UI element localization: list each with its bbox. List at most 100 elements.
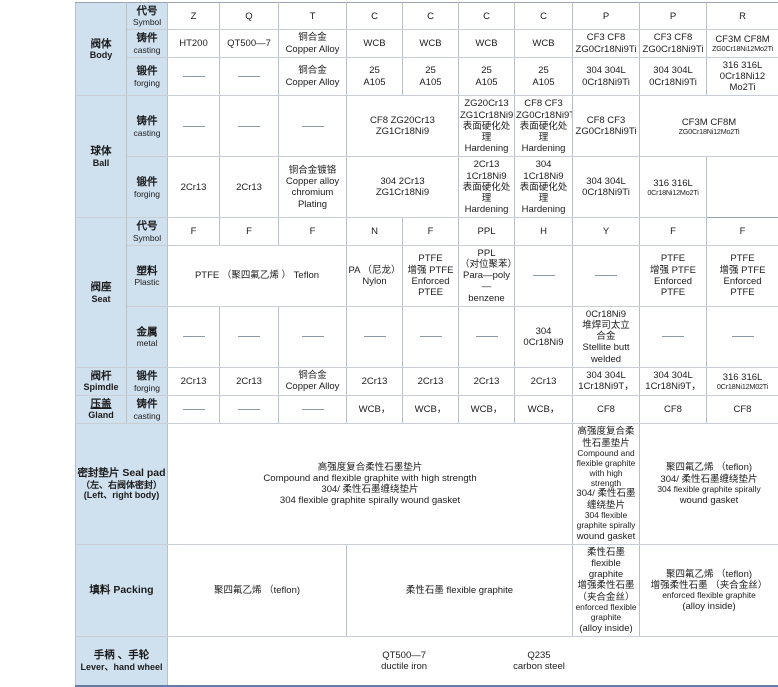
material-cell: WCB，	[347, 395, 403, 424]
cell-line: ZG1Cr18Ni9	[348, 126, 457, 137]
cell-line: 柔性石墨 flexible graphite	[348, 585, 571, 596]
cell-line: PTEE	[404, 287, 457, 298]
cell-line: 304 flexible graphite spirally	[574, 511, 638, 531]
symbol-cell: N	[347, 218, 403, 245]
cell-line: PA （尼龙）	[348, 265, 401, 276]
cell-line: 304	[516, 326, 571, 337]
material-cell: CF8	[707, 395, 778, 424]
cell-line: ZG20Cr13	[460, 98, 513, 109]
material-cell	[515, 245, 573, 306]
row-label-en: casting	[128, 45, 166, 55]
material-cell	[168, 57, 220, 96]
label-cn: 阀体	[77, 38, 125, 50]
symbol-cell: PPL	[459, 218, 515, 245]
cell-line: ZG0Cr18Ni9Ti	[516, 110, 571, 121]
cell-line: WCB，	[460, 404, 513, 415]
empty-dash	[238, 76, 260, 77]
material-cell: WCB	[347, 30, 403, 57]
cell-line: 0Cr18Ni9Ti	[574, 187, 638, 198]
cell-line: 2Cr13	[221, 182, 277, 193]
row-label-en: forging	[128, 189, 166, 199]
empty-dash	[183, 126, 205, 127]
cell-line: PTFE	[708, 253, 777, 264]
empty-dash	[238, 126, 260, 127]
cell-line: 2Cr13	[516, 376, 571, 387]
cell-line: CF8	[641, 404, 705, 415]
symbol-cell: F	[403, 218, 459, 245]
symbol-cell: F	[640, 218, 707, 245]
empty-dash	[662, 336, 684, 337]
material-cell: 2Cr13	[347, 367, 403, 395]
material-cell: 聚四氟乙烯 （teflon)增强柔性石墨 （夹合金丝）enforced flex…	[640, 544, 778, 636]
row-label-cn: 代号	[128, 5, 166, 17]
row-label-cn: 铸件	[128, 398, 166, 410]
cell-line: A105	[348, 77, 401, 88]
material-cell: 2Cr13	[168, 157, 220, 218]
material-cell: PA （尼龙）Nylon	[347, 245, 403, 306]
cell-line: 2Cr13	[221, 376, 277, 387]
cell-line: 增强柔性石墨 （夹合金丝）	[574, 580, 638, 602]
cell-line: Hardening	[460, 143, 513, 154]
empty-dash	[183, 336, 205, 337]
material-cell: 2Cr13	[220, 157, 279, 218]
cell-line: WCB，	[516, 404, 571, 415]
cell-line: 304 2Cr13	[348, 176, 457, 187]
label-cn: 压盖	[91, 398, 112, 410]
row-label-en: Symbol	[128, 17, 166, 27]
row-label-en: forging	[128, 78, 166, 88]
symbol-cell: P	[640, 3, 707, 30]
cell-line: 合金	[574, 331, 638, 342]
cell-line: A105	[516, 77, 571, 88]
cell-line: carbon steel	[513, 661, 565, 672]
cell-line: Copper Alloy	[280, 44, 345, 55]
material-cell: WCB，	[403, 395, 459, 424]
empty-dash	[533, 275, 555, 276]
symbol-cell: F	[279, 218, 347, 245]
cell-line: 铜合金	[280, 65, 345, 76]
symbol-cell: C	[515, 3, 573, 30]
material-cell	[403, 306, 459, 367]
material-cell	[640, 306, 707, 367]
row-label-en: Plastic	[128, 277, 166, 287]
cell-line: Nylon	[348, 276, 401, 287]
material-cell: CF8	[573, 395, 640, 424]
empty-dash	[302, 336, 324, 337]
cell-line: ZG0Cr18Ni9Ti	[574, 126, 638, 137]
cell-line: Copper Alloy	[280, 77, 345, 88]
cell-line: 304 304L	[641, 370, 705, 381]
cell-line: 25	[348, 65, 401, 76]
cell-line: 堆焊司太立	[574, 320, 638, 331]
cell-line: wound gasket	[641, 495, 777, 506]
cell-line: 304 304L	[641, 65, 705, 76]
cell-line: 表面硬化处理	[516, 121, 571, 143]
material-cell	[573, 245, 640, 306]
empty-dash	[364, 336, 386, 337]
cell-line: 2Cr13	[404, 376, 457, 387]
row-label-en: Symbol	[128, 233, 166, 243]
cell-line: CF8 CF3	[574, 115, 638, 126]
cell-line: 聚四氟乙烯 （teflon)	[169, 585, 345, 596]
cell-line: 聚四氟乙烯 （teflon)	[641, 462, 777, 473]
label-line: (Left、right body)	[77, 490, 166, 501]
